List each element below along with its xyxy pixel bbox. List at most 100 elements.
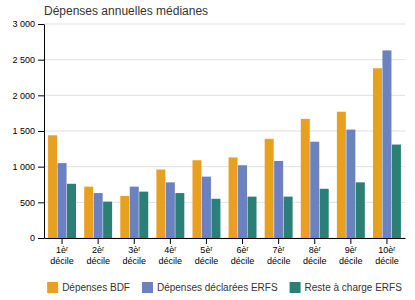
bar xyxy=(192,160,201,238)
x-tick: 6èʳdécile xyxy=(231,238,255,266)
y-tick-mark xyxy=(38,238,44,239)
bar xyxy=(156,170,165,238)
chart-container: 05001 0001 5002 0002 5003 0001èʳdécile2è… xyxy=(0,0,415,300)
bar xyxy=(274,161,283,238)
y-tick: 500 xyxy=(20,198,44,208)
chart: 05001 0001 5002 0002 5003 0001èʳdécile2è… xyxy=(0,0,415,300)
y-axis: 05001 0001 5002 0002 5003 000 xyxy=(12,19,44,243)
legend-label: Dépenses BDF xyxy=(62,282,130,293)
x-tick-mark xyxy=(206,238,207,244)
series xyxy=(48,68,382,238)
bar xyxy=(94,193,103,238)
series xyxy=(67,145,401,238)
x-tick-label-line: décile xyxy=(303,256,327,266)
bar xyxy=(382,50,391,238)
x-tick-mark xyxy=(386,238,387,244)
legend-swatch xyxy=(47,282,58,293)
bar xyxy=(130,187,139,238)
x-tick: 9èʳdécile xyxy=(339,238,363,266)
x-tick-mark xyxy=(278,238,279,244)
grid-line xyxy=(44,59,405,60)
bar xyxy=(58,163,67,238)
bar xyxy=(301,119,310,238)
x-tick-label-line: 6èʳ xyxy=(236,245,248,255)
x-tick-label: 1èʳdécile xyxy=(50,245,74,265)
x-tick-label-line: décile xyxy=(375,256,399,266)
x-tick-mark xyxy=(242,238,243,244)
bar xyxy=(248,197,257,238)
y-tick-label: 1 500 xyxy=(12,126,35,136)
x-tick-label-line: 7èʳ xyxy=(273,245,285,255)
y-tick: 1 000 xyxy=(12,162,44,172)
bar xyxy=(320,189,329,238)
x-tick-label: 5èʳdécile xyxy=(195,245,219,265)
x-tick-label: 6èʳdécile xyxy=(231,245,255,265)
y-tick-mark xyxy=(38,167,44,168)
grid-line xyxy=(44,95,405,96)
x-tick-mark xyxy=(62,238,63,244)
bar xyxy=(356,182,365,238)
legend-label: Reste à charge ERFS xyxy=(305,282,403,293)
bar xyxy=(166,182,175,238)
x-tick: 4èʳdécile xyxy=(159,238,183,266)
x-tick-mark xyxy=(314,238,315,244)
x-tick-label-line: décile xyxy=(122,256,146,266)
y-tick-label: 2 000 xyxy=(12,91,35,101)
y-tick-label: 3 000 xyxy=(12,19,35,29)
bar xyxy=(175,193,184,238)
x-tick-mark xyxy=(350,238,351,244)
bar xyxy=(392,145,401,238)
series xyxy=(58,50,392,238)
x-tick-label: 8èʳdécile xyxy=(303,245,327,265)
bar xyxy=(67,184,76,238)
x-tick: 5èʳdécile xyxy=(195,238,219,266)
y-tick-mark xyxy=(38,131,44,132)
legend-item: Dépenses déclarées ERFS xyxy=(142,282,278,293)
x-tick: 10èʳdécile xyxy=(375,238,399,266)
title: Dépenses annuelles médianes xyxy=(44,4,208,18)
x-tick-label-line: 2èʳ xyxy=(92,245,104,255)
x-tick-label: 7èʳdécile xyxy=(267,245,291,265)
plot: 05001 0001 5002 0002 5003 0001èʳdécile2è… xyxy=(12,19,405,265)
y-tick-label: 2 500 xyxy=(12,55,35,65)
y-tick: 2 500 xyxy=(12,55,44,65)
x-tick-mark xyxy=(98,238,99,244)
x-tick-label-line: décile xyxy=(267,256,291,266)
x-tick-label: 2èʳdécile xyxy=(86,245,110,265)
y-tick-mark xyxy=(38,95,44,96)
x-tick-label-line: décile xyxy=(50,256,74,266)
x-tick: 2èʳdécile xyxy=(86,238,110,266)
legend-swatch xyxy=(142,282,153,293)
x-tick: 8èʳdécile xyxy=(303,238,327,266)
x-tick: 7èʳdécile xyxy=(267,238,291,266)
x-tick-label-line: décile xyxy=(195,256,219,266)
legend: Dépenses BDF Dépenses déclarées ERFS Reste… xyxy=(47,282,402,293)
y-tick: 2 000 xyxy=(12,91,44,101)
grid xyxy=(44,24,405,238)
x-tick-label-line: décile xyxy=(159,256,183,266)
x-tick-mark xyxy=(134,238,135,244)
legend-swatch xyxy=(290,282,301,293)
x-tick: 1èʳdécile xyxy=(50,238,74,266)
bar xyxy=(103,202,112,238)
y-tick-mark xyxy=(38,24,44,25)
x-tick-label-line: 9èʳ xyxy=(345,245,357,255)
x-tick-label-line: 10èʳ xyxy=(378,245,395,255)
y-axis-line xyxy=(44,25,45,239)
x-tick-label-line: 5èʳ xyxy=(200,245,212,255)
x-tick-label-line: 8èʳ xyxy=(309,245,321,255)
bar xyxy=(48,135,57,238)
x-tick-label-line: décile xyxy=(86,256,110,266)
x-tick-label: 4èʳdécile xyxy=(159,245,183,265)
bar xyxy=(238,165,247,238)
bar xyxy=(211,199,220,238)
x-tick-label-line: 1èʳ xyxy=(56,245,68,255)
y-tick: 1 500 xyxy=(12,126,44,136)
x-tick-label: 9èʳdécile xyxy=(339,245,363,265)
bar xyxy=(373,68,382,238)
x-tick-label-line: décile xyxy=(231,256,255,266)
x-tick-label: 10èʳdécile xyxy=(375,245,399,265)
legend-item: Reste à charge ERFS xyxy=(290,282,403,293)
bar xyxy=(310,142,319,238)
bar xyxy=(337,112,346,238)
